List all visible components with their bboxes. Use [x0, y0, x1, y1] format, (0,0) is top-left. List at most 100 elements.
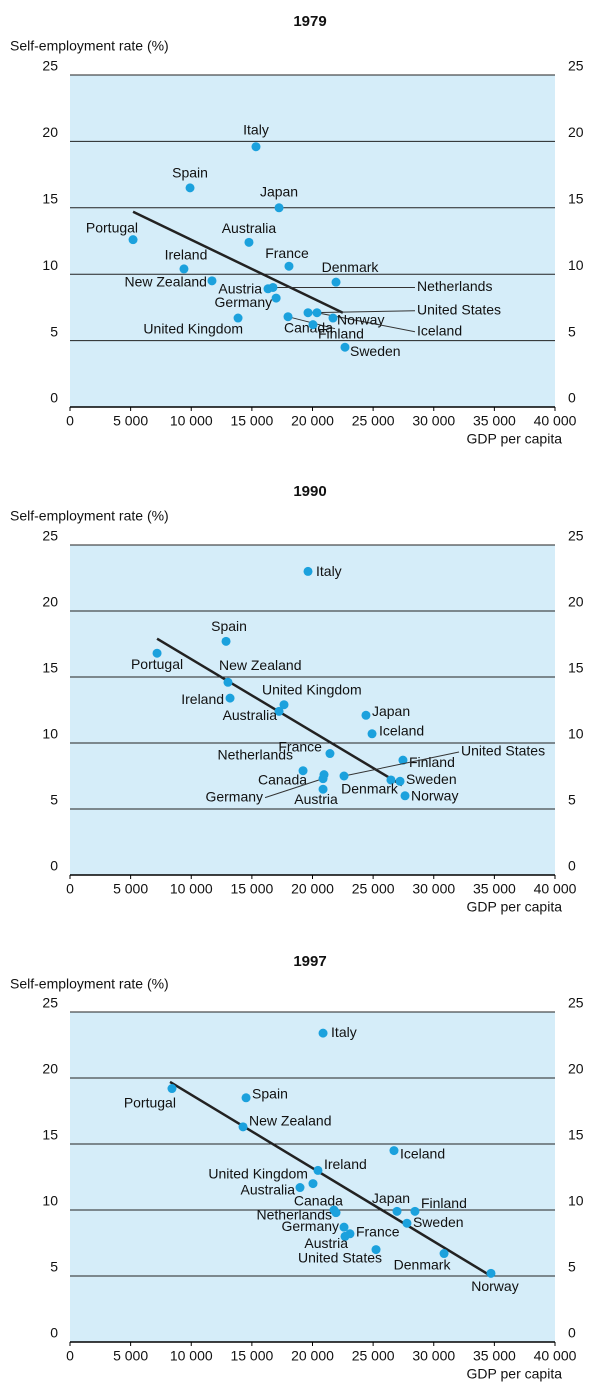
x-tick-label: 25 000 — [352, 881, 395, 897]
point-label: Sweden — [413, 1214, 464, 1230]
data-point — [244, 237, 254, 247]
data-point — [339, 1222, 349, 1232]
x-tick-label: 35 000 — [473, 1348, 516, 1364]
point-label: New Zealand — [249, 1113, 332, 1129]
y-tick-label: 15 — [42, 660, 58, 676]
point-label: Australia — [241, 1181, 296, 1197]
y-tick-label: 0 — [50, 858, 58, 874]
data-point — [395, 776, 405, 786]
leader-line — [264, 778, 324, 799]
x-tick-label: 20 000 — [291, 1348, 334, 1364]
data-point — [241, 1093, 251, 1103]
plot-background — [70, 75, 555, 407]
point-label: Ireland — [324, 1156, 367, 1172]
chart-title: 1979 — [293, 13, 326, 30]
data-point — [284, 261, 294, 271]
point-label: Sweden — [406, 771, 457, 787]
point-label: Denmark — [341, 781, 399, 797]
data-point — [367, 729, 377, 739]
data-point — [274, 706, 284, 716]
point-label: Portugal — [86, 219, 138, 235]
point-label: Spain — [252, 1086, 288, 1102]
point-label: Iceland — [400, 1145, 445, 1161]
y-axis-label: Self-employment rate (%) — [10, 508, 169, 524]
x-tick-label: 40 000 — [534, 1348, 577, 1364]
point-label: Netherlands — [417, 278, 493, 294]
x-tick-label: 40 000 — [534, 881, 577, 897]
data-point — [167, 1084, 177, 1094]
x-tick-label: 15 000 — [230, 413, 273, 429]
data-point — [400, 791, 410, 801]
x-axis-label: GDP per capita — [467, 899, 563, 915]
y2-tick-label: 10 — [568, 257, 584, 273]
data-point — [486, 1268, 496, 1278]
x-tick-label: 35 000 — [473, 881, 516, 897]
point-label: Japan — [260, 184, 298, 200]
leader-line — [343, 751, 460, 777]
point-label: Finland — [318, 325, 364, 341]
y2-tick-label: 0 — [568, 1325, 576, 1341]
x-tick-label: 20 000 — [291, 413, 334, 429]
data-point — [225, 693, 235, 703]
y-tick-label: 25 — [42, 995, 58, 1011]
data-point — [251, 142, 261, 152]
point-label: Iceland — [379, 722, 424, 738]
x-tick-label: 35 000 — [473, 413, 516, 429]
x-tick-label: 30 000 — [412, 1348, 455, 1364]
data-point — [392, 1206, 402, 1216]
y-tick-label: 20 — [42, 1061, 58, 1077]
y2-tick-label: 10 — [568, 726, 584, 742]
point-label: Ireland — [165, 247, 208, 263]
x-tick-label: 10 000 — [170, 1348, 213, 1364]
point-label: Germany — [205, 788, 263, 804]
data-point — [325, 749, 335, 759]
point-label: Japan — [372, 1190, 410, 1206]
data-point — [268, 282, 278, 292]
x-tick-label: 30 000 — [412, 881, 455, 897]
point-label: Austria — [294, 791, 338, 807]
data-point — [308, 1179, 318, 1189]
plot-background — [70, 1012, 555, 1342]
x-tick-label: 15 000 — [230, 881, 273, 897]
data-point — [312, 308, 322, 318]
y2-tick-label: 15 — [568, 660, 584, 676]
chart-title: 1997 — [293, 953, 326, 970]
x-tick-label: 10 000 — [170, 881, 213, 897]
data-point — [389, 1146, 399, 1156]
plot-background — [70, 545, 555, 875]
x-tick-label: 0 — [66, 1348, 74, 1364]
data-point — [303, 308, 313, 318]
x-tick-label: 30 000 — [412, 413, 455, 429]
y-tick-label: 10 — [42, 257, 58, 273]
y-tick-label: 10 — [42, 726, 58, 742]
y-tick-label: 20 — [42, 124, 58, 140]
data-point — [283, 312, 293, 322]
point-label: Norway — [471, 1278, 518, 1294]
y2-tick-label: 5 — [568, 323, 576, 339]
y-tick-label: 25 — [42, 58, 58, 74]
data-point — [402, 1218, 412, 1228]
point-label: United States — [417, 301, 501, 317]
point-label: Portugal — [131, 656, 183, 672]
data-point — [371, 1245, 381, 1255]
data-point — [233, 313, 243, 323]
point-label: Finland — [421, 1195, 467, 1211]
x-tick-label: 0 — [66, 413, 74, 429]
point-label: Austria — [218, 281, 262, 297]
point-label: Finland — [409, 754, 455, 770]
point-label: New Zealand — [124, 274, 207, 290]
y2-tick-label: 10 — [568, 1193, 584, 1209]
data-point — [303, 566, 313, 576]
point-label: Spain — [211, 618, 247, 634]
y2-tick-label: 25 — [568, 58, 584, 74]
x-tick-label: 25 000 — [352, 413, 395, 429]
point-label: Norway — [337, 312, 384, 328]
y-tick-label: 0 — [50, 1325, 58, 1341]
y-tick-label: 5 — [50, 323, 58, 339]
data-point — [340, 1231, 350, 1241]
data-point — [221, 636, 231, 646]
point-label: Spain — [172, 165, 208, 181]
point-label: Germany — [281, 1218, 339, 1234]
data-point — [207, 276, 217, 286]
point-label: Japan — [372, 703, 410, 719]
